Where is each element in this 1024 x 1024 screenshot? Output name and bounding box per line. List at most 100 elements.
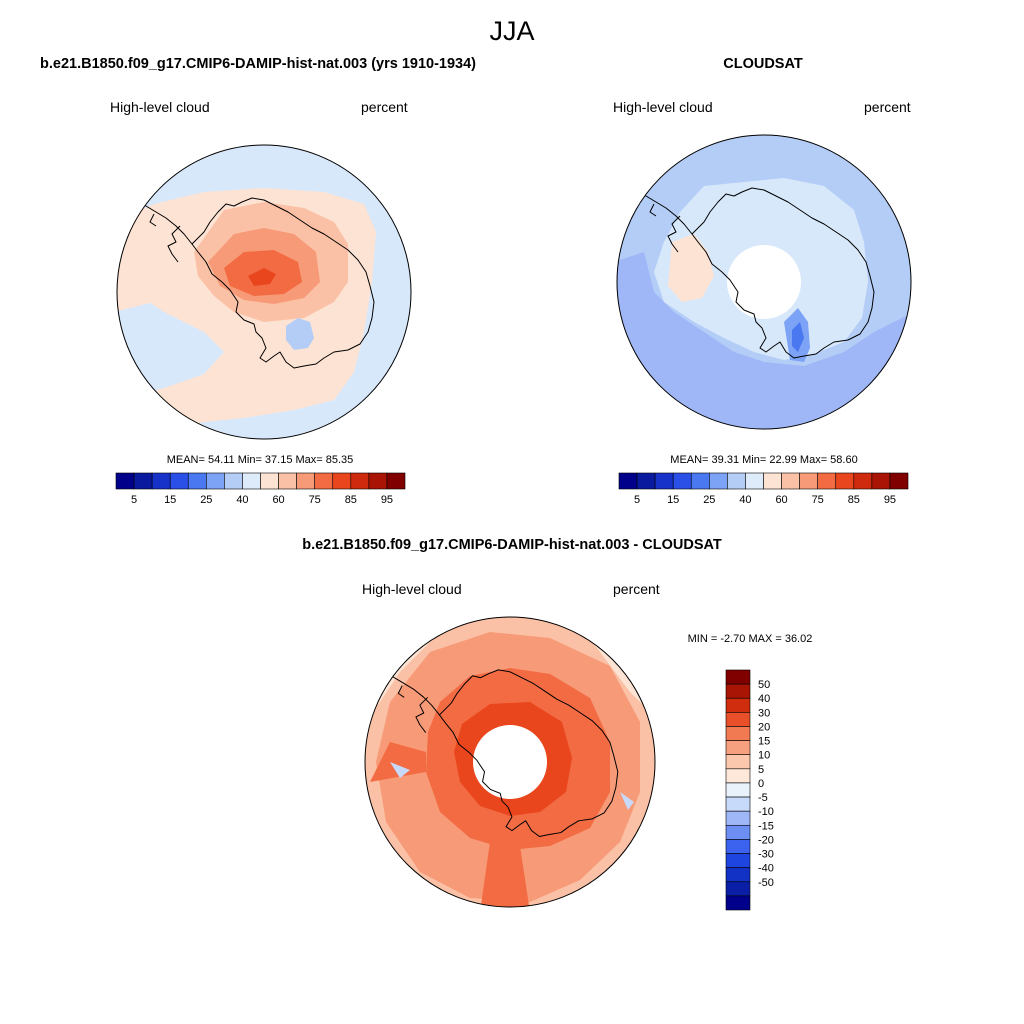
colorbar-box [725,740,751,756]
panel-model-units: percent [361,99,408,115]
colorbar-box [799,472,818,490]
colorbar-tick-label: 40 [739,494,751,506]
colorbar-tick-label: 10 [758,750,770,762]
colorbar-tick-label: 75 [309,494,321,506]
colorbar-tick-label: 25 [200,494,212,506]
colorbar-tick-label: 15 [758,736,770,748]
colorbar-box [169,472,189,490]
colorbar-tick-label: -10 [758,806,774,818]
colorbar-box [296,472,315,490]
colorbar-box [654,472,674,490]
colorbar-box [332,472,352,490]
colorbar-box [725,853,751,868]
colorbar-tick-label: 85 [345,494,357,506]
colorbar-box [690,472,710,490]
colorbar-box [725,768,751,784]
field-band-sector [117,228,168,312]
colorbar-tick-label: 75 [812,494,824,506]
colorbar-tick-label: 5 [758,764,764,776]
panel-model-map-frame [116,144,412,440]
colorbar-box [725,726,751,741]
panel-model-case-title: b.e21.B1850.f09_g17.CMIP6-DAMIP-hist-nat… [40,56,476,72]
colorbar-box [386,472,406,490]
panel-obs-colorbar: 5 15 25 40 60 75 85 95 [618,472,909,506]
colorbar-tick-label: -30 [758,849,774,861]
colorbar-tick-label: 0 [758,778,764,790]
field-diff-ray [370,742,530,907]
colorbar-box [853,472,873,490]
colorbar-box [781,472,800,490]
panel-model-variable: High-level cloud [110,99,210,115]
colorbar-box [133,472,153,490]
colorbar-box [889,472,909,490]
colorbar-box [636,472,656,490]
colorbar-box [224,472,243,490]
panel-diff: b.e21.B1850.f09_g17.CMIP6-DAMIP-hist-nat… [302,537,812,911]
panel-diff-case-title: b.e21.B1850.f09_g17.CMIP6-DAMIP-hist-nat… [302,537,722,553]
colorbar-tick-label: 40 [236,494,248,506]
colorbar-box [835,472,855,490]
polar-gap [727,245,801,319]
colorbar-box [368,472,388,490]
colorbar-box [725,895,751,911]
colorbar-tick-label: 15 [667,494,679,506]
panel-diff-units: percent [613,581,660,597]
panel-obs-variable: High-level cloud [613,99,713,115]
colorbar-tick-label: -50 [758,877,774,889]
colorbar-box [763,472,782,490]
field-band-35 [617,252,911,429]
figure-title: JJA [489,16,534,46]
colorbar-tick-label: -40 [758,863,774,875]
colorbar-box [242,472,261,490]
colorbar-tick-label: 60 [272,494,284,506]
colorbar-box [260,472,279,490]
colorbar-tick-label: 95 [884,494,896,506]
colorbar-tick-label: 95 [381,494,393,506]
colorbar-tick-label: -20 [758,834,774,846]
colorbar-tick-label: 85 [848,494,860,506]
colorbar-box [725,712,751,727]
panel-diff-map [364,616,656,908]
colorbar-box [725,669,751,685]
field-band-85 [248,268,276,286]
colorbar-box [725,782,751,798]
colorbar-box [618,472,638,490]
colorbar-box [725,754,751,770]
polar-gap-diff [473,725,547,799]
colorbar-tick-label: 60 [775,494,787,506]
colorbar-box [871,472,891,490]
panel-obs: CLOUDSAT High-level cloud percent MEAN= … [613,56,912,506]
panel-obs-units: percent [864,99,911,115]
colorbar-box [278,472,297,490]
colorbar-box [725,824,751,840]
colorbar-box [672,472,692,490]
panel-model: b.e21.B1850.f09_g17.CMIP6-DAMIP-hist-nat… [40,56,476,506]
colorbar-box [206,472,225,490]
colorbar-box [115,472,135,490]
panel-model-colorbar: 5 15 25 40 60 75 85 95 [115,472,406,506]
panel-model-stats: MEAN= 54.11 Min= 37.15 Max= 85.35 [167,454,354,466]
colorbar-box [725,810,751,826]
colorbar-box [725,683,751,699]
colorbar-tick-label: 5 [634,494,640,506]
colorbar-tick-label: -15 [758,820,774,832]
colorbar-box [350,472,370,490]
field-low-streak-2 [792,322,804,352]
colorbar-box [314,472,334,490]
colorbar-tick-label: 30 [758,707,770,719]
colorbar-box [745,472,764,490]
panel-diff-variable: High-level cloud [362,581,462,597]
panel-obs-case-title: CLOUDSAT [723,56,803,72]
colorbar-box [725,839,751,854]
panel-diff-map-frame [364,616,656,908]
colorbar-tick-label: 20 [758,721,770,733]
field-low-patch [286,318,314,350]
colorbar-box [725,867,751,883]
panel-obs-map [616,134,912,430]
colorbar-tick-label: 50 [758,679,770,691]
colorbar-box [709,472,728,490]
field-band-55-obs [668,234,714,302]
colorbar-box [151,472,171,490]
colorbar-tick-label: 25 [703,494,715,506]
